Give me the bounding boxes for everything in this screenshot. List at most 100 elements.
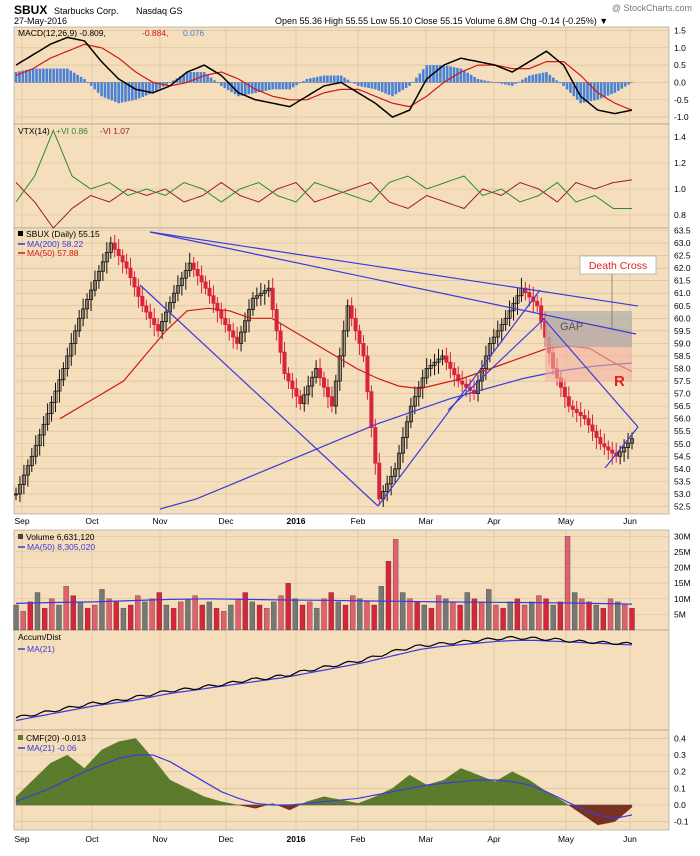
cmf-area-segment <box>319 796 325 806</box>
macd-histogram-bar <box>48 68 52 83</box>
price-candle-body <box>81 308 86 319</box>
price-candle-body <box>318 368 323 379</box>
price-candle-body <box>191 262 196 270</box>
vortex-legend-label: VTX(14) <box>18 126 50 136</box>
macd-histogram-bar <box>421 69 425 83</box>
x-axis-label-price: Sep <box>14 516 29 526</box>
volume-bar <box>235 598 241 631</box>
macd-histogram-bar <box>86 82 90 83</box>
volume-bar <box>127 604 134 631</box>
price-candle-body <box>400 437 405 454</box>
price-candle-body <box>278 330 283 353</box>
x-axis-label-cmf: Feb <box>351 834 366 844</box>
volume-bar <box>400 592 406 631</box>
volume-bar <box>586 601 592 631</box>
macd-histogram-bar <box>627 82 630 85</box>
volume-bar <box>213 607 220 631</box>
volume-bar <box>99 589 105 631</box>
cmf-legend-swatch <box>18 735 23 740</box>
volume-bar <box>486 589 492 631</box>
price-candle-body <box>199 275 204 283</box>
price-candle-body <box>140 295 145 307</box>
price-candle-body <box>377 462 382 500</box>
macd-histogram-bar <box>178 76 182 83</box>
macd-histogram-bar <box>439 65 442 83</box>
macd-histogram-bar <box>134 82 138 100</box>
price-candle-body <box>203 281 208 289</box>
macd-histogram-bar <box>202 72 206 83</box>
macd-histogram-bar <box>473 76 476 83</box>
cmf-area-segment <box>443 776 449 806</box>
macd-histogram-bar <box>558 82 562 84</box>
price-candle-body <box>357 330 362 344</box>
macd-signal-legend: -0.884, <box>142 28 168 38</box>
macd-histogram-bar <box>21 70 25 83</box>
price-candle-body <box>495 330 500 338</box>
macd-histogram-bar <box>374 82 377 90</box>
macd-histogram-bar <box>117 82 120 104</box>
cmf-area-segment <box>426 783 432 806</box>
death-cross-label: Death Cross <box>589 260 647 272</box>
volume-bar <box>120 607 127 631</box>
cmf-area-segment <box>482 776 487 806</box>
macd-histogram-bar <box>124 82 127 102</box>
volume-bar <box>70 595 76 631</box>
macd-histogram-bar <box>206 74 209 83</box>
price-candle-body <box>124 261 129 269</box>
price-candle-body <box>460 380 465 385</box>
macd-histogram-bar <box>103 82 107 98</box>
price-candle-body <box>527 292 532 298</box>
cmf-area-segment <box>610 804 616 823</box>
macd-histogram-bar <box>435 65 439 83</box>
price-candle-body <box>420 377 425 388</box>
macd-y-tick-label: 1.0 <box>674 43 686 53</box>
cmf-ma-line <box>15 754 633 819</box>
cmf-area-segment <box>37 771 42 806</box>
cmf-area-segment <box>606 804 611 824</box>
volume-bar <box>385 561 392 631</box>
volume-bar <box>550 604 556 631</box>
cmf-y-tick-label: 0.3 <box>674 750 686 760</box>
volume-bar <box>113 601 119 631</box>
cmf-area-segment <box>332 798 337 806</box>
macd-histogram-bar <box>38 68 42 83</box>
price-candle-body <box>574 408 579 413</box>
price-candle-body <box>250 297 255 310</box>
price-candle-body <box>246 309 251 322</box>
volume-bar <box>335 601 341 631</box>
macd-histogram-bar <box>14 72 18 83</box>
price-candle-body <box>570 405 575 410</box>
macd-histogram-bar <box>415 77 418 83</box>
cmf-area-segment <box>127 738 132 806</box>
price-candle-body <box>21 474 26 485</box>
cmf-area-segment <box>512 771 517 806</box>
ma50-legend-text: MA(50) 57.88 <box>27 248 79 258</box>
price-candle-body <box>92 280 97 291</box>
price-y-tick-label: 63.5 <box>674 226 691 236</box>
macd-histogram-bar <box>216 82 220 84</box>
price-candle-body <box>65 355 70 369</box>
macd-histogram-bar <box>442 65 446 83</box>
volume-bar <box>278 595 284 631</box>
price-candle-body <box>49 401 54 415</box>
cmf-area-segment <box>54 758 59 806</box>
cmf-area-segment <box>533 782 539 806</box>
macd-histogram-bar <box>356 82 360 86</box>
macd-histogram-bar <box>288 82 292 90</box>
price-candle-body <box>254 295 259 299</box>
macd-histogram-bar <box>329 75 333 83</box>
macd-histogram-bar <box>394 82 398 95</box>
macd-histogram-bar <box>168 82 172 83</box>
macd-histogram-bar <box>524 77 528 83</box>
macd-histogram-bar <box>521 79 524 83</box>
macd-histogram-bar <box>302 81 305 83</box>
price-candle-body <box>282 351 287 374</box>
macd-histogram-bar <box>493 82 497 83</box>
cmf-area-segment <box>165 774 171 806</box>
price-candle-body <box>440 355 445 360</box>
price-candle-body <box>578 411 583 416</box>
macd-histogram-bar <box>466 72 470 83</box>
x-axis-label-cmf: Apr <box>487 834 500 844</box>
cmf-area-segment <box>340 799 346 806</box>
macd-histogram-bar <box>213 80 216 83</box>
